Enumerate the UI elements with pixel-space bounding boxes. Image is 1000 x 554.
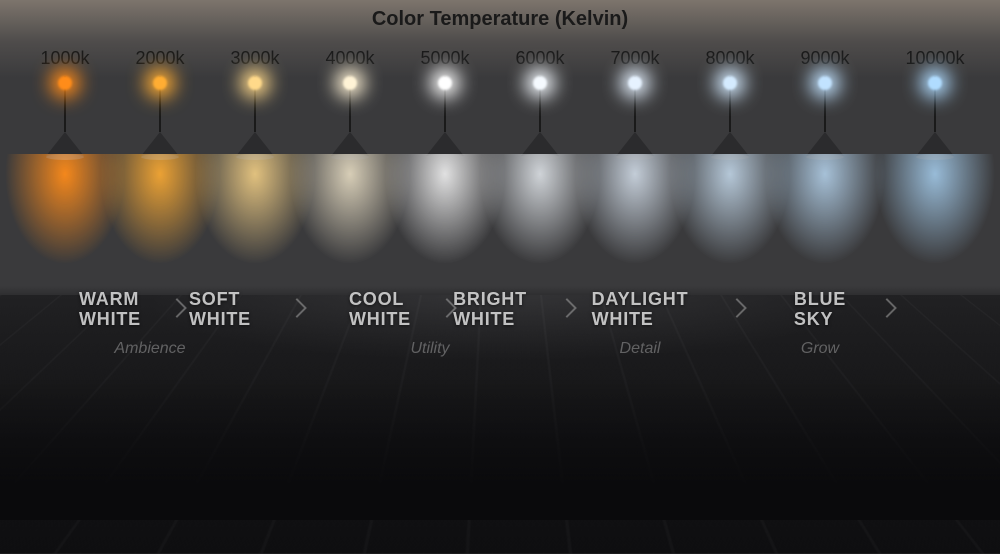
kelvin-label: 10000k <box>905 48 964 69</box>
category-line2: WHITE <box>79 310 141 330</box>
category-line1: DAYLIGHT <box>592 290 689 310</box>
pendant-lamp <box>35 76 95 296</box>
lamp-shade <box>141 132 179 156</box>
color-category: DAYLIGHTWHITE <box>592 290 689 330</box>
bulb-icon <box>153 76 167 90</box>
kelvin-label: 8000k <box>705 48 754 69</box>
pendant-lamp <box>510 76 570 296</box>
kelvin-label: 7000k <box>610 48 659 69</box>
category-line1: COOL <box>349 290 411 310</box>
pendant-lamp <box>700 76 760 296</box>
kelvin-label: 2000k <box>135 48 184 69</box>
bulb-icon <box>438 76 452 90</box>
chevron-right-icon <box>440 296 454 320</box>
kelvin-label: 3000k <box>230 48 279 69</box>
category-line1: SOFT <box>189 290 251 310</box>
bulb-icon <box>628 76 642 90</box>
pendant-lamp <box>225 76 285 296</box>
pendant-lamp <box>130 76 190 296</box>
category-line2: WHITE <box>453 310 527 330</box>
kelvin-label: 5000k <box>420 48 469 69</box>
kelvin-label: 6000k <box>515 48 564 69</box>
lamp-shade <box>711 132 749 156</box>
kelvin-label: 9000k <box>800 48 849 69</box>
pendant-lamp <box>320 76 380 296</box>
pendant-lamp <box>415 76 475 296</box>
use-label: Ambience <box>114 340 185 358</box>
use-row: Ambience Utility Detail Grow <box>0 340 1000 370</box>
chevron-right-icon <box>730 296 744 320</box>
color-category: SOFTWHITE <box>189 290 251 330</box>
category-line1: WARM <box>79 290 141 310</box>
kelvin-label: 4000k <box>325 48 374 69</box>
kelvin-label: 1000k <box>40 48 89 69</box>
lamp-shade <box>236 132 274 156</box>
floor-vignette <box>0 380 1000 520</box>
chevron-right-icon <box>290 296 304 320</box>
color-category: COOLWHITE <box>349 290 411 330</box>
chevron-right-icon <box>560 296 574 320</box>
category-line1: BRIGHT <box>453 290 527 310</box>
bulb-icon <box>248 76 262 90</box>
kelvin-scale: 1000k 2000k 3000k 4000k 5000k 6000k 7000k 8000k… <box>0 48 1000 72</box>
lamp-shade <box>521 132 559 156</box>
use-label: Grow <box>801 340 839 358</box>
lamp-shade <box>426 132 464 156</box>
lamp-shade <box>331 132 369 156</box>
color-category: WARMWHITE <box>79 290 141 330</box>
scene: Color Temperature (Kelvin) 1000k 2000k 300… <box>0 0 1000 520</box>
category-line2: SKY <box>794 310 846 330</box>
page-title: Color Temperature (Kelvin) <box>0 8 1000 31</box>
bulb-icon <box>723 76 737 90</box>
category-line2: WHITE <box>349 310 411 330</box>
lamp-shade <box>46 132 84 156</box>
chevron-right-icon <box>880 296 894 320</box>
color-category: BRIGHTWHITE <box>453 290 527 330</box>
color-category: BLUESKY <box>794 290 846 330</box>
bulb-icon <box>343 76 357 90</box>
bulb-icon <box>818 76 832 90</box>
category-line2: WHITE <box>189 310 251 330</box>
bulb-icon <box>533 76 547 90</box>
pendant-lamp <box>795 76 855 296</box>
category-line1: BLUE <box>794 290 846 310</box>
lamp-shade <box>616 132 654 156</box>
category-line2: WHITE <box>592 310 689 330</box>
use-label: Utility <box>410 340 449 358</box>
chevron-right-icon <box>170 296 184 320</box>
pendant-lamp <box>905 76 965 296</box>
pendant-lamp <box>605 76 665 296</box>
bulb-icon <box>928 76 942 90</box>
bulb-icon <box>58 76 72 90</box>
lamp-row <box>0 76 1000 296</box>
use-label: Detail <box>620 340 661 358</box>
lamp-shade <box>806 132 844 156</box>
lamp-shade <box>916 132 954 156</box>
